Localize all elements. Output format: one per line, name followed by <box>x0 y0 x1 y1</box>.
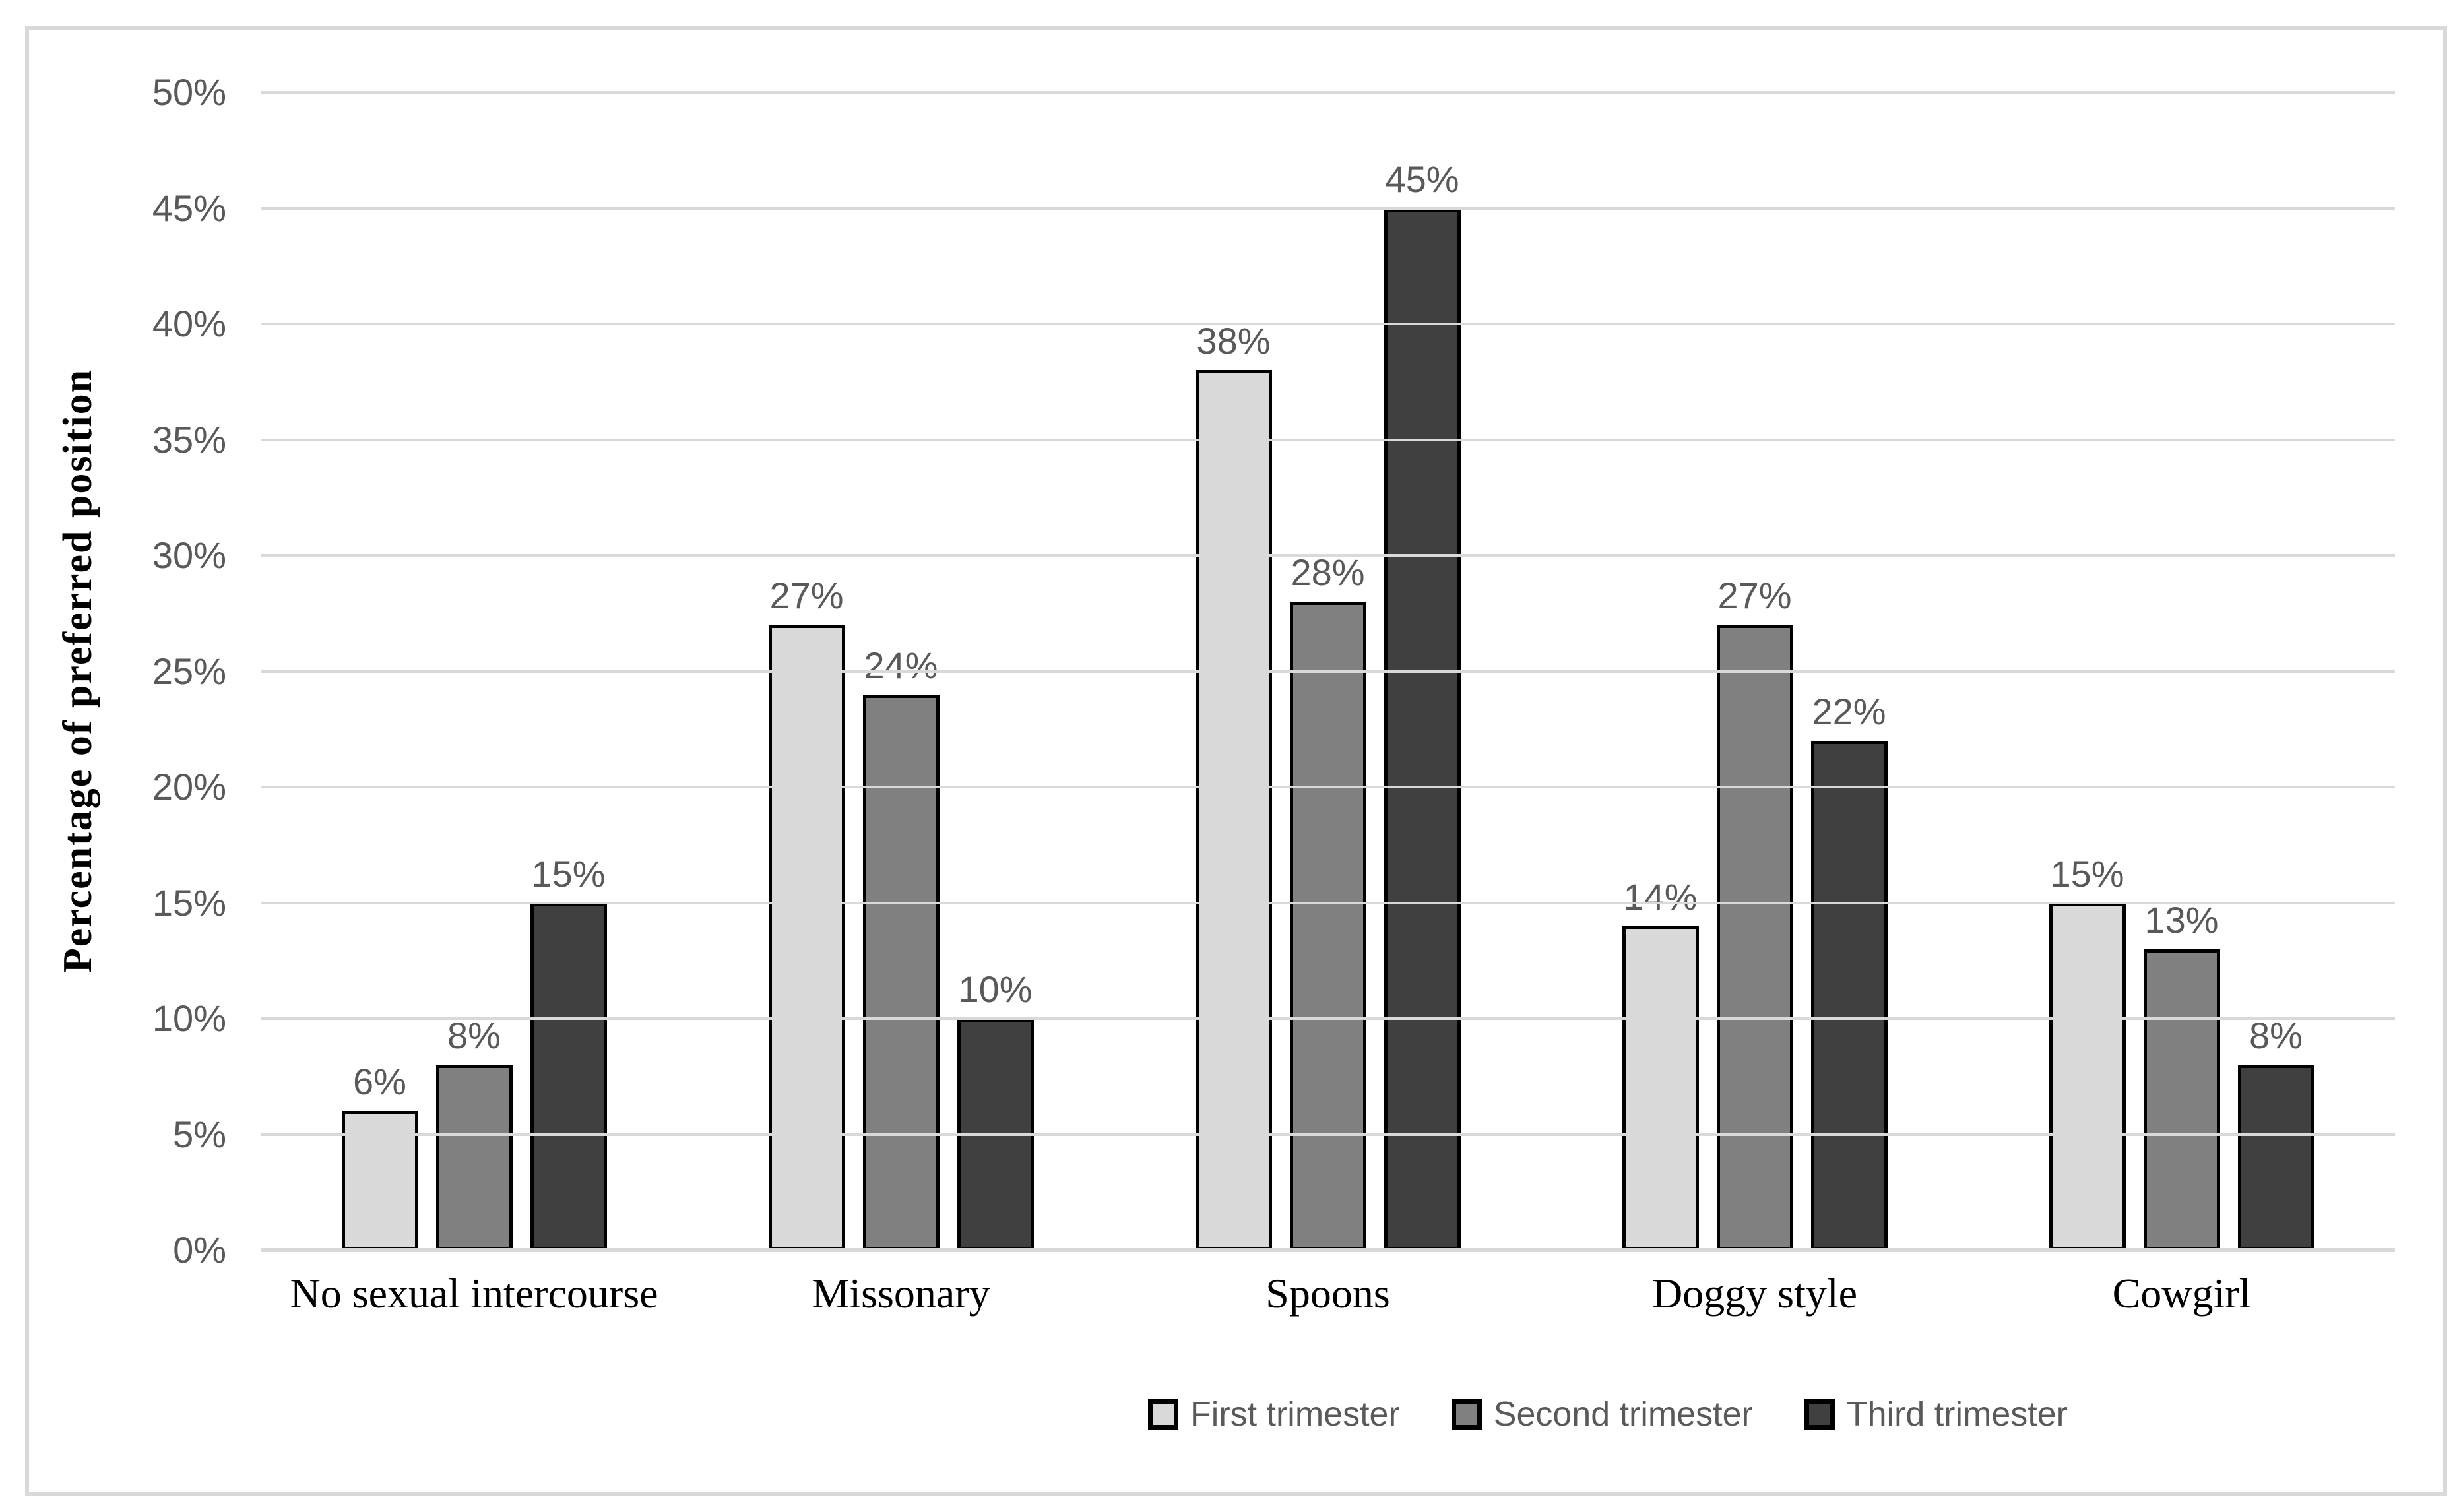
bar-value-label: 10% <box>958 968 1033 1010</box>
bar-value-label: 27% <box>1717 575 1792 617</box>
category-group: 15% 13% 8% Cowgirl <box>1968 92 2395 1315</box>
bar-second-trimester <box>1716 625 1793 1250</box>
y-tick-label: 20% <box>152 766 226 807</box>
bar-first-trimester <box>768 625 845 1250</box>
gridline <box>261 438 2395 441</box>
bar-value-label: 13% <box>2144 898 2219 941</box>
category-label: Cowgirl <box>2112 1270 2251 1317</box>
y-tick-label: 0% <box>173 1229 226 1271</box>
gridline <box>261 323 2395 325</box>
bar-first-trimester <box>341 1111 418 1250</box>
bar-value-label: 15% <box>531 852 606 895</box>
bar-value-label: 15% <box>2050 852 2124 895</box>
bar-first-trimester <box>1622 926 1699 1250</box>
legend-item-third-trimester: Third trimester <box>1804 1397 2068 1432</box>
bar-column-first-trimester: 15% <box>2049 92 2126 1250</box>
y-tick-label: 30% <box>152 534 226 576</box>
legend-label-second-trimester: Second trimester <box>1493 1395 1753 1433</box>
bar-third-trimester <box>530 902 607 1250</box>
bar-column-third-trimester: 8% <box>2237 92 2314 1250</box>
legend-label-first-trimester: First trimester <box>1190 1395 1400 1433</box>
bar-third-trimester <box>2237 1065 2314 1250</box>
gridline <box>261 1248 2395 1252</box>
gridline <box>261 206 2395 210</box>
bar-value-label: 28% <box>1291 551 1365 594</box>
bar-second-trimester <box>862 694 940 1250</box>
bar-third-trimester <box>1384 208 1461 1250</box>
y-tick-label: 25% <box>152 650 226 692</box>
bar-value-label: 24% <box>864 644 938 686</box>
y-tick-label: 45% <box>152 187 226 229</box>
y-axis-title: Percentage of preferred position <box>55 368 100 974</box>
gridline <box>261 786 2395 788</box>
gridline <box>261 91 2395 94</box>
bar-first-trimester <box>2049 902 2126 1250</box>
bar-column-second-trimester: 8% <box>435 92 513 1250</box>
category-group: 14% 27% 22% Doggy style <box>1541 92 1968 1315</box>
bar-second-trimester <box>2143 949 2220 1250</box>
bar-column-first-trimester: 38% <box>1195 92 1272 1250</box>
gridline <box>261 554 2395 557</box>
bar-column-third-trimester: 45% <box>1384 92 1461 1250</box>
bar-column-second-trimester: 13% <box>2143 92 2220 1250</box>
bar-column-second-trimester: 28% <box>1289 92 1366 1250</box>
legend-swatch-second-trimester <box>1451 1399 1482 1430</box>
y-tick-label: 15% <box>152 881 226 924</box>
bar-column-third-trimester: 22% <box>1810 92 1888 1250</box>
bar-value-label: 8% <box>447 1015 501 1057</box>
bar-value-label: 6% <box>353 1061 406 1103</box>
bar-value-label: 14% <box>1623 875 1698 918</box>
y-tick-label: 5% <box>173 1113 226 1155</box>
category-label: Spoons <box>1265 1270 1390 1317</box>
plot-area: 6% 8% 15% No sexual intercourse 27% 24% 10% Mis… <box>152 74 2395 1315</box>
bar-third-trimester <box>1810 740 1888 1250</box>
y-tick-label: 40% <box>152 303 226 344</box>
legend-item-first-trimester: First trimester <box>1148 1397 1400 1432</box>
category-label: No sexual intercourse <box>290 1270 658 1317</box>
bar-value-label: 45% <box>1385 158 1459 200</box>
bar-column-third-trimester: 15% <box>530 92 607 1250</box>
legend-label-third-trimester: Third trimester <box>1846 1395 2068 1433</box>
gridline <box>261 670 2395 673</box>
bar-second-trimester <box>1289 602 1366 1250</box>
gridline <box>261 1133 2395 1136</box>
bar-value-label: 27% <box>769 575 844 617</box>
legend: First trimester Second trimester Third tri… <box>1148 1397 2068 1432</box>
gridline <box>261 1017 2395 1020</box>
y-tick-label: 35% <box>152 418 226 460</box>
bar-column-first-trimester: 27% <box>768 92 845 1250</box>
y-tick-label: 50% <box>152 71 226 113</box>
bar-second-trimester <box>435 1065 513 1250</box>
bar-column-second-trimester: 27% <box>1716 92 1793 1250</box>
bar-column-first-trimester: 14% <box>1622 92 1699 1250</box>
bar-first-trimester <box>1195 370 1272 1250</box>
legend-swatch-third-trimester <box>1804 1399 1835 1430</box>
category-group: 38% 28% 45% Spoons <box>1114 92 1541 1315</box>
category-label: Missonary <box>812 1270 990 1317</box>
legend-item-second-trimester: Second trimester <box>1451 1395 1753 1433</box>
bar-value-label: 38% <box>1196 320 1271 362</box>
category-label: Doggy style <box>1651 1270 1858 1317</box>
y-tick-label: 10% <box>152 997 226 1039</box>
gridline <box>261 901 2395 904</box>
bar-value-label: 8% <box>2249 1015 2303 1057</box>
bar-value-label: 22% <box>1812 690 1886 732</box>
legend-swatch-first-trimester <box>1148 1399 1178 1430</box>
